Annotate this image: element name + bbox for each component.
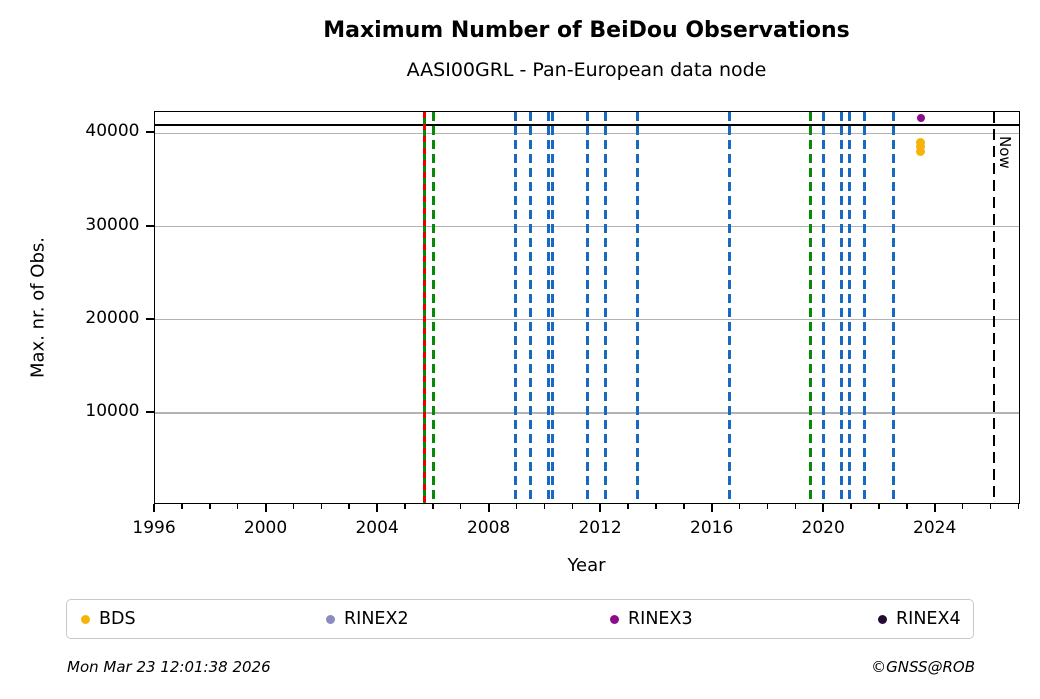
y-major-tick (145, 317, 154, 320)
x-major-tick (487, 504, 490, 512)
event-line (809, 112, 813, 503)
x-minor-tick (627, 504, 629, 509)
event-line (513, 112, 517, 503)
event-line (585, 112, 589, 503)
data-point-rinex3 (916, 113, 925, 122)
y-tick-label: 20000 (85, 307, 140, 328)
x-minor-tick (348, 504, 350, 509)
x-tick-label: 1996 (132, 518, 176, 538)
x-minor-tick (683, 504, 685, 509)
event-line (528, 112, 532, 503)
event-line (550, 112, 554, 503)
x-minor-tick (906, 504, 908, 509)
data-point-bds (915, 142, 925, 152)
x-minor-tick (738, 504, 741, 509)
credit-text: ©GNSS@ROB (871, 658, 975, 676)
x-minor-tick (1017, 504, 1020, 509)
legend-item-rinex2: RINEX2 (326, 600, 409, 638)
x-minor-tick (961, 504, 964, 509)
event-line (839, 112, 843, 503)
x-minor-tick (794, 504, 797, 509)
x-tick-label: 2024 (913, 518, 957, 538)
x-tick-label: 2020 (801, 518, 845, 538)
legend-label: RINEX4 (896, 609, 961, 629)
event-line (604, 112, 608, 503)
event-line (847, 112, 851, 503)
event-line (728, 112, 732, 503)
x-minor-tick (655, 504, 657, 509)
x-minor-tick (571, 504, 573, 509)
y-tick-label: 10000 (85, 400, 140, 421)
x-minor-tick (459, 504, 462, 509)
legend-marker-rinex4 (878, 614, 887, 624)
x-major-tick (153, 504, 156, 512)
legend-label: BDS (99, 609, 136, 629)
y-major-tick (145, 410, 154, 413)
event-line (821, 112, 825, 503)
y-axis-label: Max. nr. of Obs. (27, 236, 49, 379)
x-minor-tick (292, 504, 295, 509)
x-minor-tick (543, 504, 546, 509)
legend-item-rinex4: RINEX4 (878, 600, 961, 638)
x-minor-tick (878, 504, 880, 509)
x-minor-tick (404, 504, 406, 509)
plot-area (153, 111, 1020, 504)
x-major-tick (376, 504, 379, 512)
x-minor-tick (181, 504, 183, 509)
chart-title: Maximum Number of BeiDou Observations (323, 18, 850, 43)
x-minor-tick (515, 504, 518, 509)
y-major-tick (145, 224, 154, 227)
legend-marker-rinex2 (326, 614, 335, 624)
event-line (423, 112, 427, 503)
event-line (546, 112, 550, 503)
event-line (636, 112, 640, 503)
legend: BDS RINEX2 RINEX3 RINEX4 (66, 599, 974, 639)
x-tick-label: 2004 (355, 518, 399, 538)
data-point-bds (915, 147, 925, 157)
y-major-tick (145, 131, 154, 134)
x-minor-tick (989, 504, 992, 509)
x-tick-label: 2016 (690, 518, 734, 538)
timestamp-text: Mon Mar 23 12:01:38 2026 (67, 658, 271, 676)
legend-item-bds: BDS (81, 600, 136, 638)
y-tick-label: 30000 (85, 214, 140, 235)
legend-marker-rinex3 (610, 614, 619, 624)
chart-subtitle: AASI00GRL - Pan-European data node (406, 59, 767, 81)
x-minor-tick (432, 504, 434, 509)
x-major-tick (710, 504, 713, 512)
x-axis-label: Year (567, 555, 606, 576)
event-line (892, 112, 896, 503)
x-major-tick (599, 504, 602, 512)
x-minor-tick (320, 504, 323, 509)
x-tick-label: 2008 (466, 518, 511, 538)
x-tick-label: 2000 (243, 518, 288, 538)
y-tick-label: 40000 (85, 121, 140, 142)
now-line (992, 112, 996, 503)
legend-marker-bds (81, 614, 90, 624)
legend-label: RINEX3 (628, 609, 693, 629)
x-minor-tick (236, 504, 239, 509)
x-minor-tick (850, 504, 852, 509)
x-minor-tick (766, 504, 769, 509)
x-major-tick (264, 504, 267, 512)
legend-label: RINEX2 (344, 609, 409, 629)
legend-item-rinex3: RINEX3 (610, 600, 693, 638)
x-minor-tick (209, 504, 211, 509)
event-line (432, 112, 436, 503)
now-line-label: Now (996, 136, 1015, 169)
x-major-tick (822, 504, 825, 512)
x-major-tick (933, 504, 936, 512)
event-line (862, 112, 866, 503)
data-point-bds (915, 137, 925, 147)
x-tick-label: 2012 (578, 518, 622, 538)
